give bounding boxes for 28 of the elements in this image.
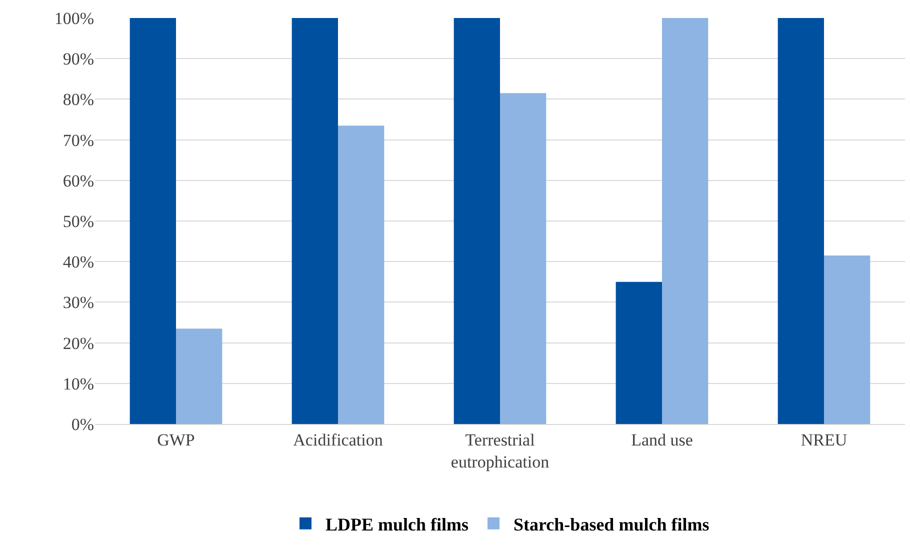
x-tick-label: NREU xyxy=(800,430,848,450)
bar xyxy=(130,18,176,424)
bar xyxy=(824,256,870,424)
y-tick-label: 70% xyxy=(62,130,94,150)
bar xyxy=(292,18,338,424)
x-tick-label: Acidification xyxy=(293,430,384,450)
y-tick-label: 10% xyxy=(62,374,94,394)
y-tick-label: 20% xyxy=(62,334,94,353)
x-tick-label: Terrestrial eutrophication xyxy=(450,430,550,472)
bar xyxy=(616,282,662,424)
y-tick-label: 80% xyxy=(62,90,94,110)
y-tick-label: 50% xyxy=(62,212,94,231)
y-tick-label: 0% xyxy=(71,414,94,434)
y-tick-label: 30% xyxy=(62,293,94,312)
x-tick-label: GWP xyxy=(157,430,195,450)
bar xyxy=(778,18,824,424)
y-tick-label: 60% xyxy=(62,171,94,190)
bar xyxy=(176,328,222,424)
legend-label: LDPE mulch films xyxy=(326,514,469,534)
y-tick-label: 100% xyxy=(54,8,94,28)
y-tick-label: 40% xyxy=(62,252,94,272)
bar xyxy=(662,18,708,424)
y-tick-label: 90% xyxy=(62,50,94,69)
x-tick-label: Land use xyxy=(631,430,693,450)
legend-label: Starch-based mulch films xyxy=(514,514,710,534)
bar xyxy=(338,126,384,424)
bar xyxy=(500,93,546,424)
bar xyxy=(454,18,500,424)
